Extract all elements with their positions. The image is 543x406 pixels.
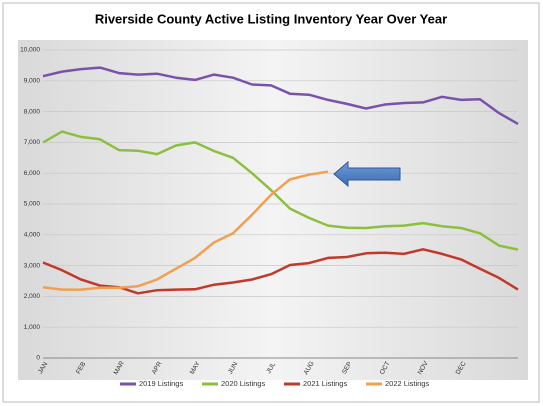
legend-label: 2022 Listings: [385, 379, 429, 388]
series-line: [42, 170, 329, 291]
y-tick-label: 5,000: [24, 201, 41, 208]
y-tick-label: 1,000: [24, 324, 41, 331]
legend-label: 2021 Listings: [303, 379, 347, 388]
legend-label: 2020 Listings: [221, 379, 265, 388]
y-tick-label: 3,000: [24, 262, 41, 269]
y-tick-label: 9,000: [24, 78, 41, 85]
arrow: [333, 160, 401, 188]
y-tick-label: 7,000: [24, 139, 41, 146]
y-tick-label: 8,000: [24, 108, 41, 115]
legend-label: 2019 Listings: [139, 379, 183, 388]
plot-background: [18, 40, 528, 380]
y-tick-label: 0: [36, 355, 40, 362]
y-tick-label: 6,000: [24, 170, 41, 177]
series-line: [42, 130, 519, 251]
y-tick-label: 10,000: [20, 47, 40, 54]
y-tick-label: 2,000: [24, 293, 41, 300]
y-tick-label: 4,000: [24, 232, 41, 239]
series-line: [42, 66, 519, 125]
chart-title: Riverside County Active Listing Inventor…: [95, 11, 447, 26]
